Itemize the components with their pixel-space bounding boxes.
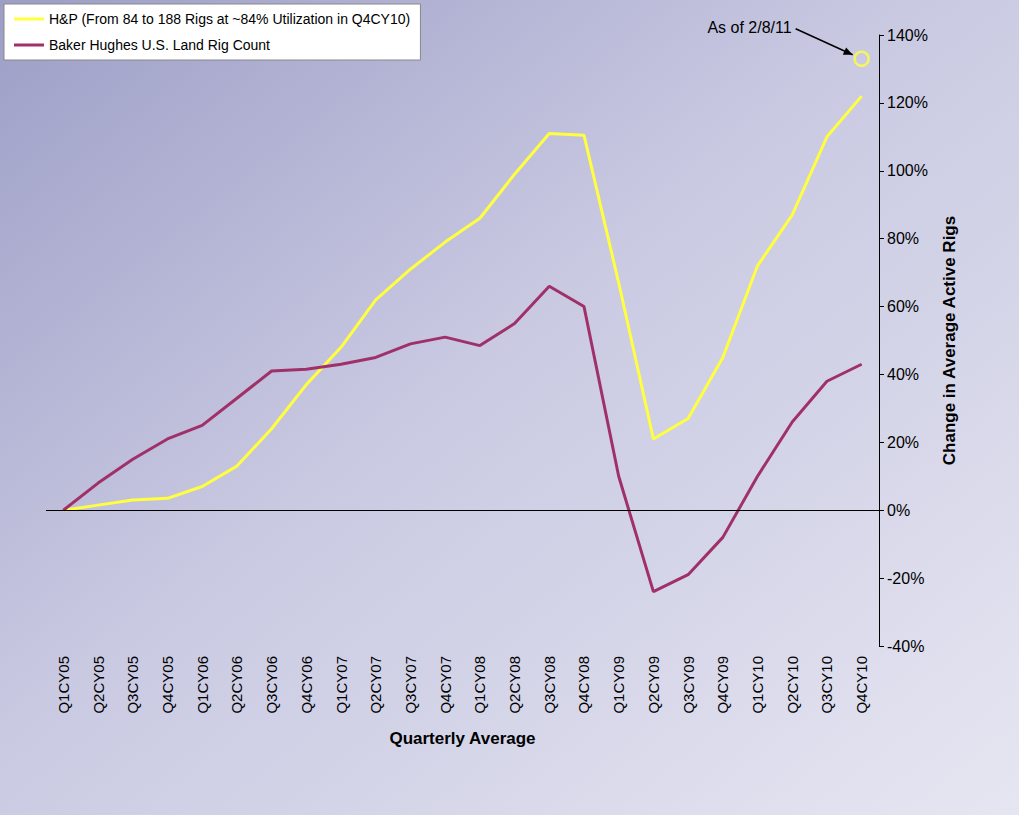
svg-text:Q2CY07: Q2CY07 <box>367 656 384 714</box>
svg-text:Q4CY06: Q4CY06 <box>298 656 315 714</box>
svg-text:As of 2/8/11: As of 2/8/11 <box>707 19 791 36</box>
svg-text:Q1CY06: Q1CY06 <box>194 656 211 714</box>
svg-text:Q3CY06: Q3CY06 <box>263 656 280 714</box>
svg-text:Q4CY09: Q4CY09 <box>714 656 731 714</box>
svg-text:140%: 140% <box>887 27 928 44</box>
svg-text:100%: 100% <box>887 162 928 179</box>
svg-text:20%: 20% <box>887 434 919 451</box>
svg-text:Q2CY10: Q2CY10 <box>784 656 801 714</box>
svg-text:Q2CY05: Q2CY05 <box>90 656 107 714</box>
svg-text:60%: 60% <box>887 298 919 315</box>
svg-text:0%: 0% <box>887 502 910 519</box>
svg-text:Baker Hughes U.S. Land Rig Cou: Baker Hughes U.S. Land Rig Count <box>49 37 270 53</box>
svg-text:Q3CY07: Q3CY07 <box>402 656 419 714</box>
svg-text:Q1CY05: Q1CY05 <box>55 656 72 714</box>
svg-text:Q3CY08: Q3CY08 <box>541 656 558 714</box>
svg-text:H&P (From 84 to 188 Rigs at ~8: H&P (From 84 to 188 Rigs at ~84% Utiliza… <box>49 11 410 27</box>
svg-text:Change in Average Active Rigs: Change in Average Active Rigs <box>940 216 959 465</box>
svg-text:Q2CY08: Q2CY08 <box>506 656 523 714</box>
svg-text:Q1CY09: Q1CY09 <box>610 656 627 714</box>
svg-text:Q2CY09: Q2CY09 <box>645 656 662 714</box>
svg-text:Q2CY06: Q2CY06 <box>228 656 245 714</box>
svg-text:Q4CY10: Q4CY10 <box>853 656 870 714</box>
svg-text:Q3CY10: Q3CY10 <box>818 656 835 714</box>
svg-text:120%: 120% <box>887 94 928 111</box>
svg-text:40%: 40% <box>887 366 919 383</box>
svg-text:80%: 80% <box>887 230 919 247</box>
svg-text:Q4CY08: Q4CY08 <box>575 656 592 714</box>
svg-text:Quarterly Average: Quarterly Average <box>389 729 535 748</box>
svg-text:-40%: -40% <box>887 638 924 655</box>
svg-text:Q1CY08: Q1CY08 <box>471 656 488 714</box>
svg-text:Q3CY09: Q3CY09 <box>680 656 697 714</box>
svg-text:Q1CY10: Q1CY10 <box>749 656 766 714</box>
svg-text:Q4CY05: Q4CY05 <box>159 656 176 714</box>
svg-text:Q3CY05: Q3CY05 <box>124 656 141 714</box>
svg-text:-20%: -20% <box>887 570 924 587</box>
svg-text:Q1CY07: Q1CY07 <box>333 656 350 714</box>
svg-text:Q4CY07: Q4CY07 <box>437 656 454 714</box>
